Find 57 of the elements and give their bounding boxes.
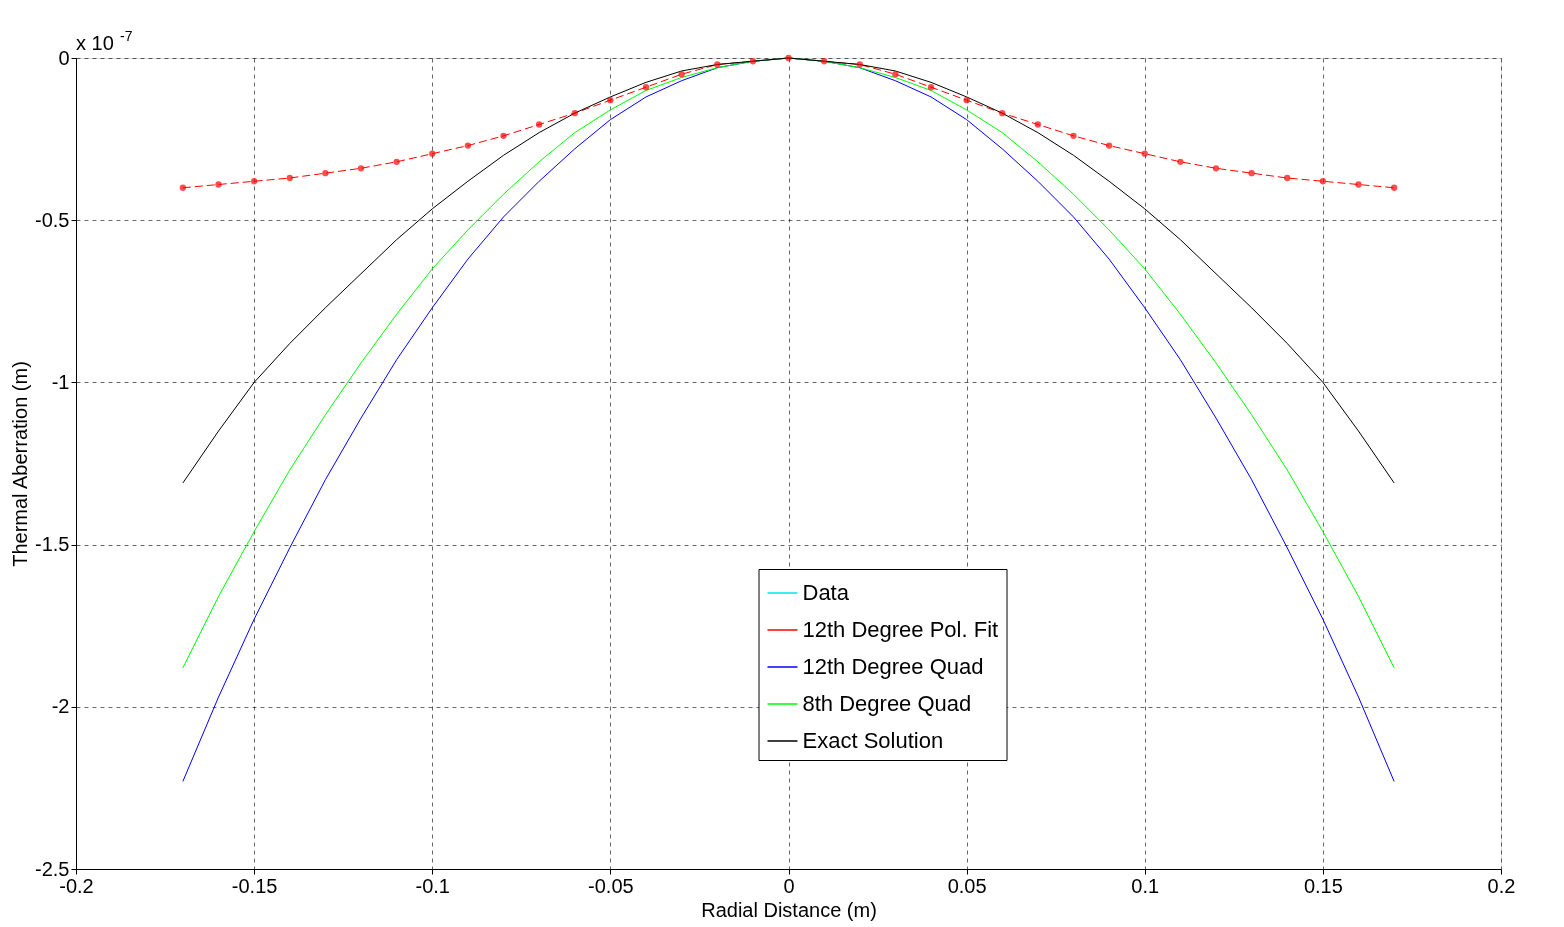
- legend-label: 12th Degree Pol. Fit: [802, 617, 999, 642]
- point: [856, 61, 863, 68]
- point: [785, 54, 792, 62]
- x-tick-label: 0.05: [947, 874, 987, 897]
- legend-label: Exact Solution: [802, 728, 944, 753]
- y-tick-label: 0: [58, 46, 70, 69]
- y-axis-title: Thermal Aberration (m): [9, 361, 32, 567]
- point: [215, 181, 222, 188]
- legend-label: 12th Degree Quad: [802, 654, 984, 679]
- text: x 10-7: [76, 28, 133, 54]
- x-tick-label: 0.15: [1303, 874, 1343, 897]
- x-tick-label: -0.1: [415, 874, 450, 897]
- point: [999, 109, 1006, 117]
- point: [749, 58, 757, 65]
- point: [464, 142, 472, 149]
- point: [429, 150, 436, 157]
- point: [927, 84, 935, 91]
- point: [1177, 158, 1184, 165]
- point: [393, 158, 400, 165]
- x-tick-label: 0: [783, 874, 795, 897]
- point: [714, 61, 721, 68]
- point: [286, 174, 293, 182]
- point: [535, 121, 543, 128]
- x-tick-label: 0.1: [1131, 874, 1160, 897]
- point: [1284, 174, 1291, 182]
- y-tick-label: -1.5: [35, 533, 70, 556]
- point: [571, 109, 578, 117]
- y-tick-label: -2: [51, 695, 70, 718]
- y-tick-label: -2.5: [35, 857, 70, 880]
- point: [1141, 150, 1148, 157]
- point: [1390, 184, 1398, 191]
- x-axis-title: Radial Distance (m): [701, 898, 877, 921]
- point: [1212, 165, 1220, 172]
- y-tick-label: -0.5: [35, 208, 70, 231]
- y-tick-label: -1: [51, 370, 70, 393]
- point: [678, 71, 685, 78]
- point: [892, 71, 899, 78]
- point: [1355, 181, 1362, 188]
- point: [963, 97, 970, 104]
- point: [1319, 178, 1327, 185]
- point: [607, 97, 614, 104]
- point: [250, 178, 258, 185]
- legend-label: 8th Degree Quad: [802, 691, 972, 716]
- x-tick-label: -0.15: [231, 874, 278, 897]
- legend-label: Data: [802, 580, 850, 605]
- point: [500, 132, 507, 140]
- x-tick-label: -0.05: [588, 874, 634, 897]
- point: [820, 58, 828, 65]
- point: [1070, 132, 1077, 140]
- x-tick-label: 0.2: [1487, 874, 1516, 897]
- point: [357, 165, 365, 172]
- point: [1105, 142, 1113, 149]
- point: [179, 184, 187, 191]
- point: [1248, 170, 1255, 177]
- point: [642, 84, 650, 91]
- point: [322, 170, 329, 177]
- point: [1034, 121, 1042, 128]
